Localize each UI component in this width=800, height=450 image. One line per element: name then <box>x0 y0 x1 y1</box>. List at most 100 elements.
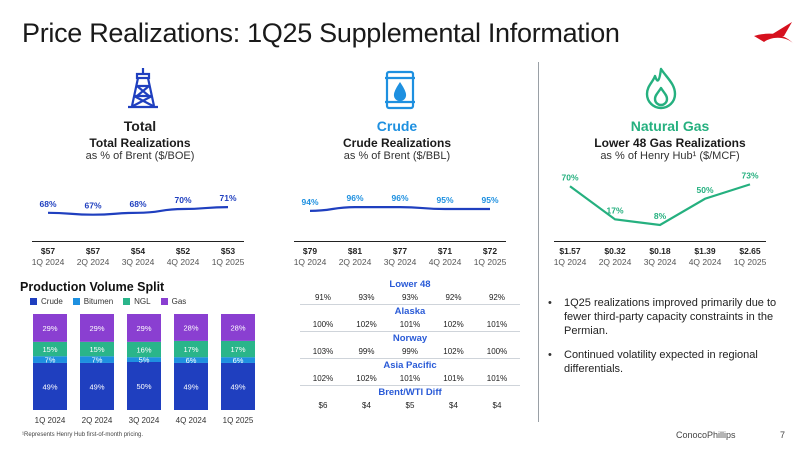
bar-segment-label: 5% <box>139 356 150 365</box>
bullet-item: • Continued volatility expected in region… <box>548 348 788 376</box>
crude-realization-chart: 94% 96% 96% 95% 95% <box>301 193 499 212</box>
gas-quarter-label: 1Q 2025 <box>733 257 767 267</box>
legend-item-ngl: NGL <box>123 297 151 306</box>
table-cell: 92% <box>445 293 462 302</box>
bar-category-label: 4Q 2024 <box>176 416 207 425</box>
total-quarter-label: 1Q 2024 <box>31 257 65 267</box>
bar-segment-label: 6% <box>233 356 244 365</box>
crude-data-label: 94% <box>301 197 318 207</box>
crude-axis-tick: $79 1Q 2024 <box>288 246 332 268</box>
production-legend: Crude Bitumen NGL Gas <box>30 297 186 306</box>
table-cell: 102% <box>443 347 464 356</box>
crude-data-label: 96% <box>391 193 408 203</box>
bar-segment-bitumen <box>33 356 67 363</box>
bar-segment-label: 49% <box>42 382 57 391</box>
bar-segment-label: 49% <box>230 382 245 391</box>
crude-baseline <box>294 241 506 242</box>
table-cell: 101% <box>443 374 464 383</box>
legend-swatch <box>72 298 80 305</box>
gas-quarter-label: 2Q 2024 <box>598 257 632 267</box>
table-cell: 93% <box>401 293 418 302</box>
table-cell: 101% <box>399 320 421 329</box>
total-quarter-label: 2Q 2024 <box>76 257 110 267</box>
oil-derrick-icon <box>128 68 158 109</box>
bar-segment-bitumen <box>174 357 208 363</box>
table-region-header: Alaska <box>394 306 426 317</box>
bar-segment-crude <box>127 362 161 410</box>
total-section-unit: as % of Brent ($/BOE) <box>85 150 195 162</box>
legend-item-crude: Crude <box>30 297 63 306</box>
table-cell: $5 <box>405 401 415 410</box>
bar-segment-bitumen <box>80 356 114 363</box>
table-row: 102% 102% 101% 101% 101% <box>300 372 520 386</box>
gas-axis-tick: $1.57 1Q 2024 <box>548 246 592 268</box>
gas-data-label: 73% <box>741 170 758 180</box>
table-cell: 99% <box>401 347 418 356</box>
table-cell: 102% <box>356 374 377 383</box>
gas-realization-chart: 70% 17% 8% 50% 73% <box>561 170 759 227</box>
flame-icon <box>645 67 677 110</box>
bar-segment-label: 15% <box>42 345 57 354</box>
gas-section-unit: as % of Henry Hub¹ ($/MCF) <box>600 150 740 162</box>
crude-section-unit: as % of Brent ($/BBL) <box>343 150 451 162</box>
crude-axis-tick: $71 4Q 2024 <box>423 246 467 268</box>
crude-axis-tick: $77 3Q 2024 <box>378 246 422 268</box>
crude-price-label: $77 <box>392 246 408 256</box>
table-cell: 102% <box>312 374 334 383</box>
table-cell: 102% <box>443 320 464 329</box>
conocophillips-logo-icon <box>754 22 794 44</box>
bar-segment-label: 6% <box>186 356 197 365</box>
gas-series-line <box>569 183 751 227</box>
total-quarter-label: 1Q 2025 <box>211 257 245 267</box>
total-realization-chart: 68% 67% 68% 70% 71% <box>39 193 237 216</box>
table-cell: 101% <box>486 320 508 329</box>
bar-segment-gas <box>127 314 161 342</box>
total-series-line <box>47 206 229 216</box>
crude-section-title: Crude <box>376 118 418 134</box>
table-cell: 100% <box>486 347 508 356</box>
table-cell: $4 <box>492 401 502 410</box>
table-cell: 102% <box>356 320 377 329</box>
total-axis-tick: $57 1Q 2024 <box>26 246 70 268</box>
bar-segment-bitumen <box>127 357 161 362</box>
crude-quarter-label: 1Q 2025 <box>473 257 507 267</box>
gas-section-subtitle: Lower 48 Gas Realizations <box>594 136 746 150</box>
bar-segment-label: 16% <box>136 346 151 355</box>
gas-quarter-label: 4Q 2024 <box>688 257 722 267</box>
bar-segment-label: 49% <box>183 382 198 391</box>
oil-barrel-icon <box>385 70 415 110</box>
bar-segment-label: 28% <box>183 323 198 332</box>
gas-data-label: 50% <box>696 185 713 195</box>
crude-price-label: $81 <box>347 246 363 256</box>
crude-data-label: 95% <box>436 195 453 205</box>
gas-data-label: 8% <box>654 211 667 221</box>
crude-quarter-label: 1Q 2024 <box>293 257 327 267</box>
total-axis-tick: $52 4Q 2024 <box>161 246 205 268</box>
crude-price-label: $71 <box>437 246 453 256</box>
page-title: Price Realizations: 1Q25 Supplemental In… <box>22 18 620 48</box>
table-row: 103% 99% 99% 102% 100% <box>300 345 520 359</box>
bar-segment-label: 29% <box>89 324 104 333</box>
bar-segment-label: 50% <box>136 382 151 391</box>
gas-price-label: $2.65 <box>739 246 761 256</box>
gas-baseline <box>554 241 766 242</box>
bar-segment-label: 15% <box>89 345 104 354</box>
total-data-label: 71% <box>219 193 236 203</box>
total-price-label: $52 <box>175 246 191 256</box>
company-name: ConocoPhillips <box>676 430 736 440</box>
gas-section-title: Natural Gas <box>630 118 710 134</box>
total-data-label: 68% <box>129 199 146 209</box>
gas-axis-tick: $0.32 2Q 2024 <box>593 246 637 268</box>
bar-segment-crude <box>33 362 67 410</box>
crude-data-label: 95% <box>481 195 498 205</box>
bar-segment-gas <box>174 314 208 341</box>
vertical-divider <box>538 62 539 422</box>
table-row: 91% 93% 93% 92% 92% <box>300 291 520 305</box>
table-cell: 91% <box>314 293 331 302</box>
bar-segment-label: 49% <box>89 382 104 391</box>
total-quarter-label: 4Q 2024 <box>166 257 200 267</box>
legend-swatch <box>123 298 131 305</box>
table-cell: 101% <box>486 374 508 383</box>
bullet-item: • 1Q25 realizations improved primarily du… <box>548 296 788 338</box>
gas-price-label: $1.57 <box>559 246 581 256</box>
